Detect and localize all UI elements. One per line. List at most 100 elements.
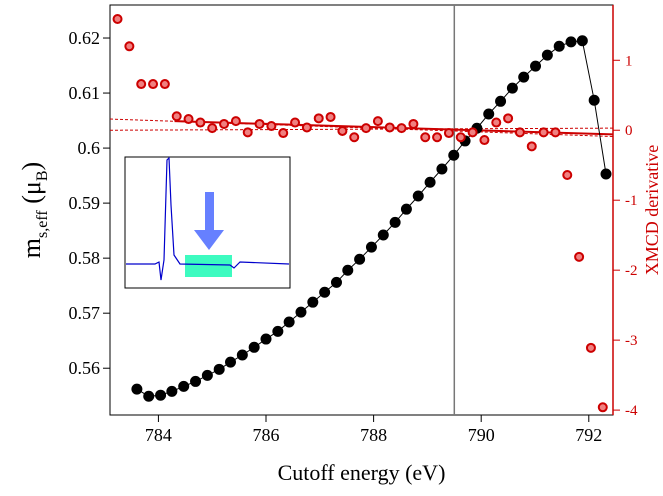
y-axis-label-part: (μ [17, 181, 46, 210]
data-point [330, 276, 342, 288]
y2-axis-label: XMCD derivative [642, 145, 662, 275]
y-axis-label-part: s,eff [34, 210, 51, 238]
data-point [248, 341, 260, 353]
data-point [136, 79, 147, 90]
data-point [377, 229, 389, 241]
data-point [319, 286, 331, 298]
y-tick-label: 0.6 [78, 138, 101, 158]
data-point [219, 118, 230, 129]
data-point [550, 127, 561, 138]
data-point [506, 82, 518, 94]
y2-tick-label: -1 [625, 193, 638, 209]
y-tick-label: 0.57 [69, 303, 101, 323]
x-tick-label: 792 [575, 425, 602, 445]
data-point [242, 127, 253, 138]
data-point [483, 108, 495, 120]
data-point [479, 135, 490, 146]
data-point [526, 141, 537, 152]
data-point [588, 94, 600, 106]
data-point [313, 113, 324, 124]
data-point [384, 122, 395, 133]
y-axis-label: ms,eff (μB) [17, 162, 51, 258]
data-point [254, 118, 265, 129]
data-point [400, 203, 412, 215]
data-point [365, 241, 377, 253]
data-point [436, 163, 448, 175]
data-point [295, 306, 307, 318]
y-tick-label: 0.58 [69, 248, 101, 268]
data-point [166, 385, 178, 397]
data-point [171, 111, 182, 122]
data-point [467, 127, 478, 138]
data-point [190, 375, 202, 387]
data-point [290, 117, 301, 128]
y-tick-label: 0.61 [69, 83, 101, 103]
data-point [432, 132, 443, 143]
data-point [225, 356, 237, 368]
inset-arrow [194, 192, 224, 250]
data-point [230, 116, 241, 127]
data-point [278, 128, 289, 139]
x-tick-label: 788 [360, 425, 387, 445]
x-axis-label: Cutoff energy (eV) [278, 460, 446, 485]
data-point [337, 125, 348, 136]
data-point [342, 264, 354, 276]
data-point [443, 128, 454, 139]
data-point [424, 176, 436, 188]
data-point [412, 190, 424, 202]
data-point [503, 113, 514, 124]
data-point [283, 316, 295, 328]
data-point [301, 122, 312, 133]
data-point [597, 402, 608, 413]
data-point [131, 383, 143, 395]
data-point [260, 333, 272, 345]
data-point [455, 132, 466, 143]
data-point [396, 123, 407, 134]
data-point [408, 118, 419, 129]
y-tick-label: 0.59 [69, 193, 101, 213]
data-point [600, 168, 612, 180]
data-point [361, 123, 372, 134]
data-point [195, 117, 206, 128]
data-point [576, 35, 588, 47]
data-point [389, 216, 401, 228]
data-point [574, 251, 585, 262]
data-point [491, 117, 502, 128]
data-point [207, 123, 218, 134]
data-point [201, 369, 213, 381]
data-point [272, 325, 284, 337]
x-tick-label: 786 [253, 425, 280, 445]
data-point [307, 296, 319, 308]
data-point [124, 41, 135, 52]
y2-tick-label: 1 [625, 53, 633, 69]
data-point [178, 380, 190, 392]
data-point [155, 389, 167, 401]
data-point [266, 121, 277, 132]
inset-curve [126, 156, 290, 281]
data-point [514, 127, 525, 138]
y2-tick-label: -3 [625, 333, 638, 349]
data-point [541, 49, 553, 61]
data-point [143, 390, 155, 402]
data-point [183, 114, 194, 125]
y-axis-label-part: m [17, 238, 46, 258]
data-point [518, 71, 530, 83]
data-point [148, 79, 159, 90]
data-point [420, 132, 431, 143]
data-point [530, 60, 542, 72]
data-point [585, 342, 596, 353]
data-point [562, 170, 573, 181]
data-point [112, 13, 123, 24]
data-point [325, 111, 336, 122]
y-tick-label: 0.62 [69, 28, 101, 48]
y-tick-label: 0.56 [69, 358, 101, 378]
data-point [372, 116, 383, 127]
y-axis-label-part: ) [17, 162, 46, 171]
y2-tick-label: -2 [625, 263, 638, 279]
y2-tick-label: -4 [625, 403, 638, 419]
x-tick-label: 784 [145, 425, 172, 445]
data-point [159, 79, 170, 90]
data-point [236, 349, 248, 361]
data-point [213, 363, 225, 375]
